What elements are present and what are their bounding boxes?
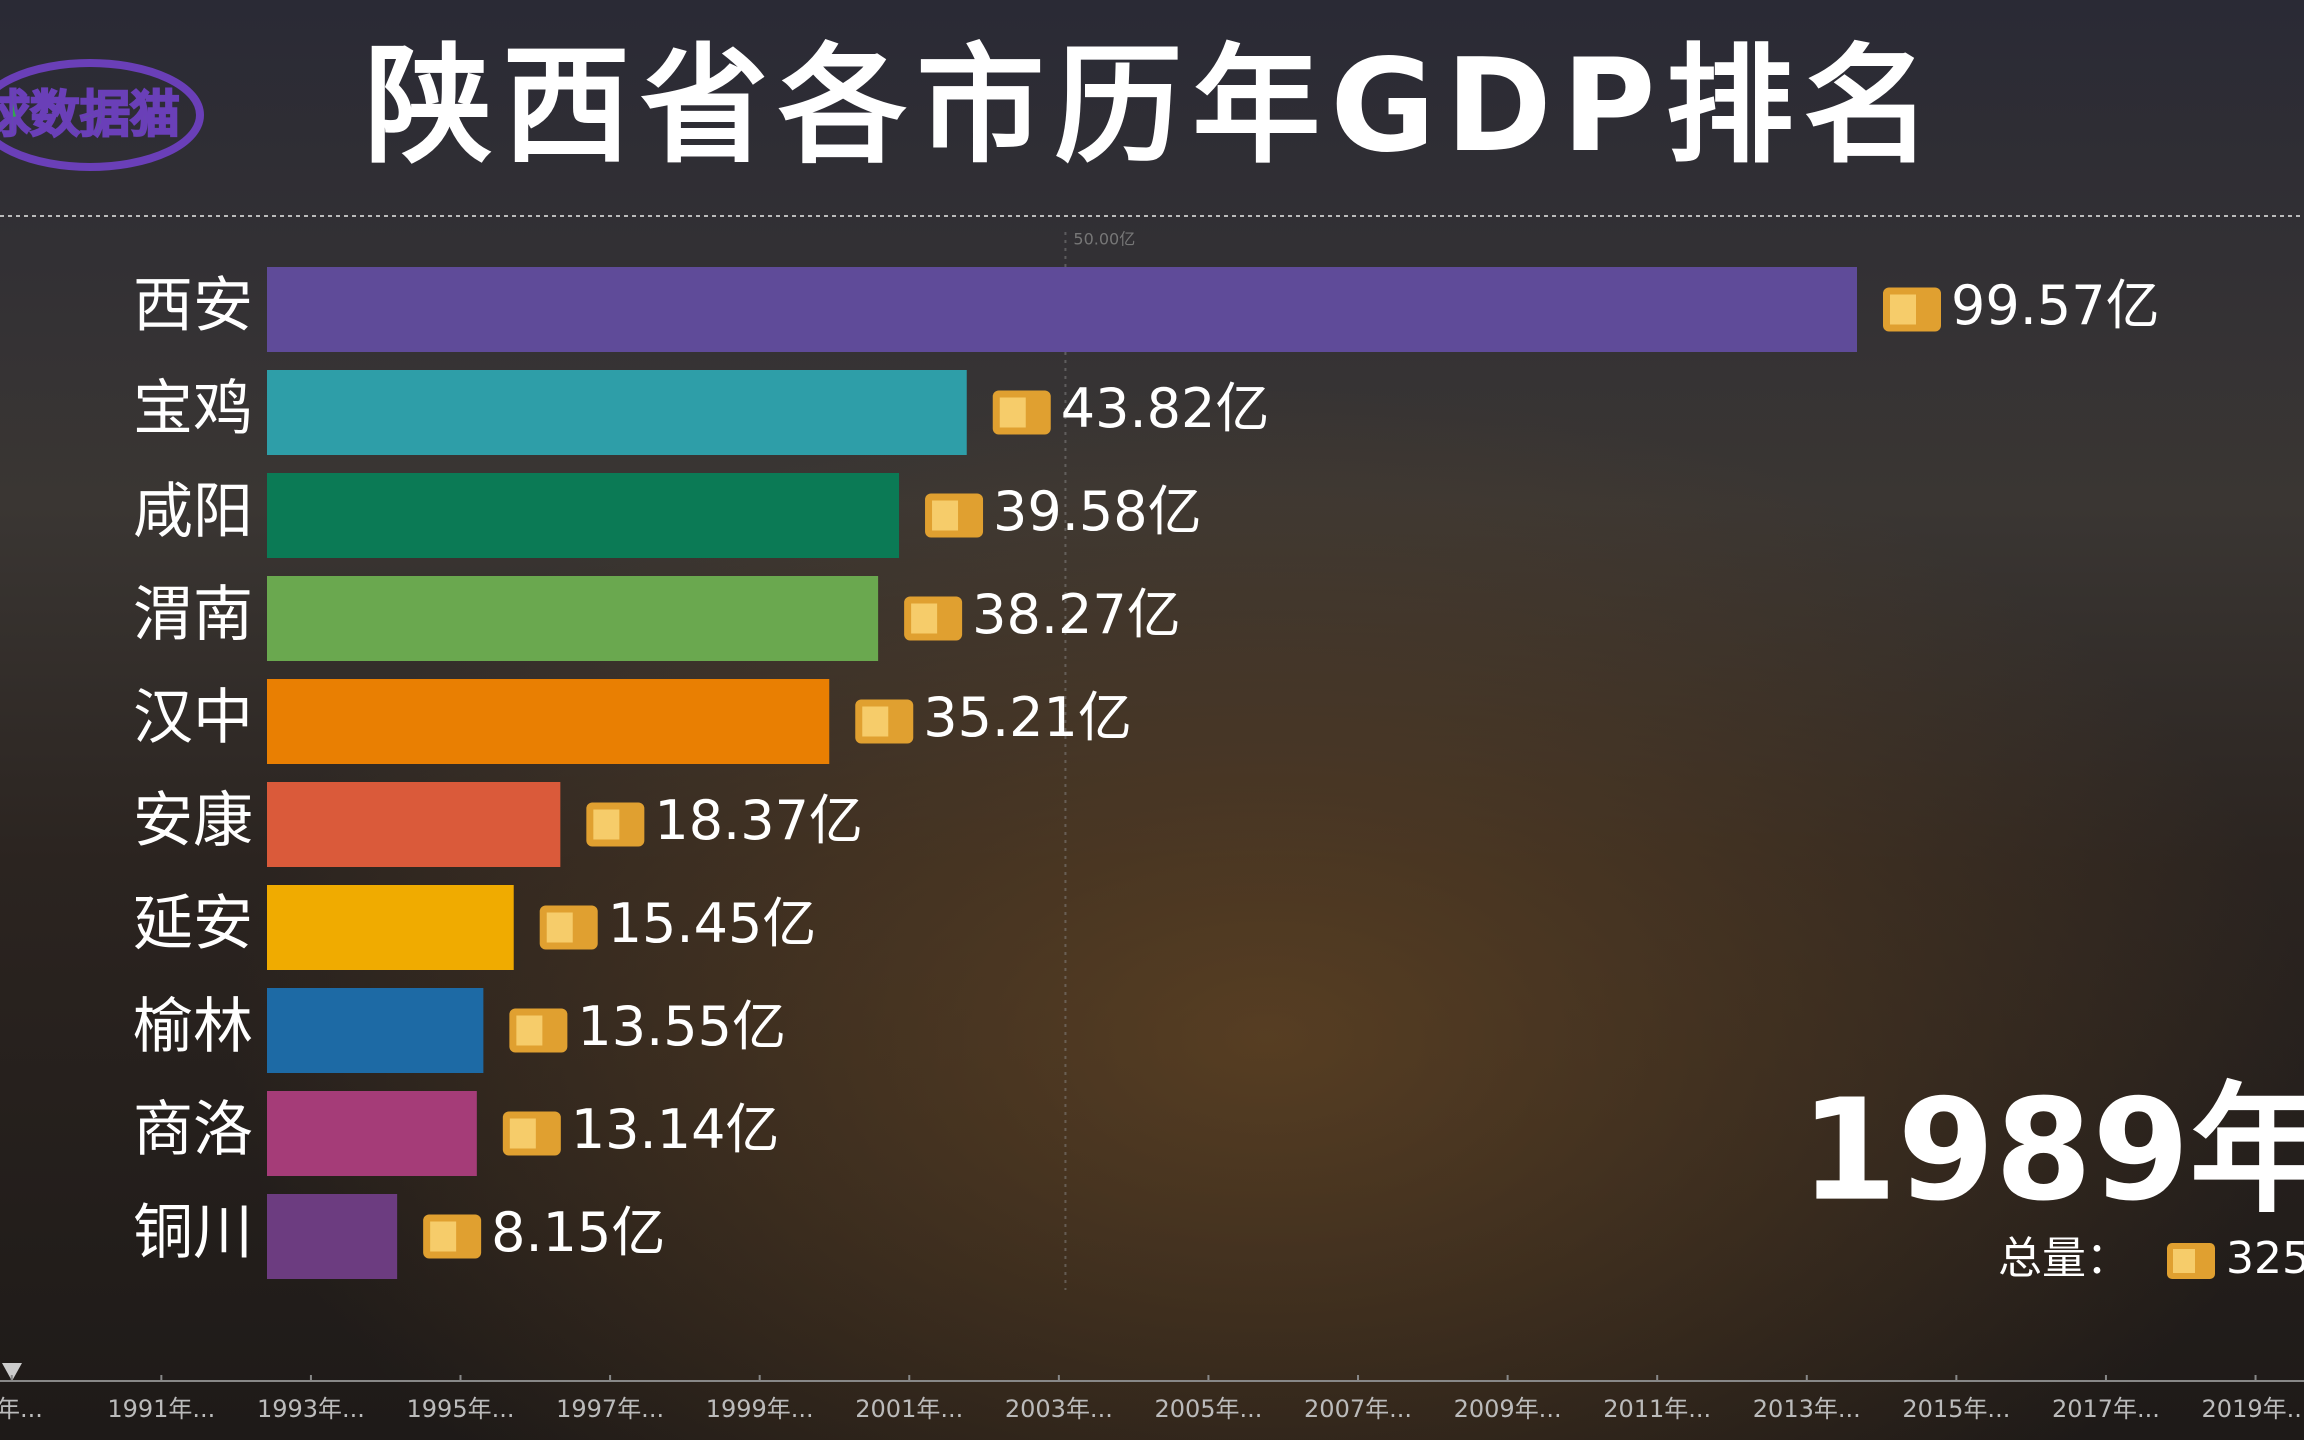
timeline-label: 1991年... (107, 1395, 215, 1423)
category-label: 延安 (133, 889, 253, 959)
money-icon (502, 1111, 561, 1156)
icon-face (1890, 294, 1916, 325)
category-label: 宝鸡 (133, 374, 253, 444)
timeline-label: 2017年... (2052, 1395, 2160, 1423)
timeline-label: 2015年... (1902, 1395, 2010, 1423)
logo: 球数据猫 (0, 86, 180, 144)
category-label: 西安 (133, 271, 253, 341)
money-icon (586, 802, 645, 847)
icon-face (430, 1221, 457, 1252)
timeline-label: 1999年... (706, 1395, 814, 1423)
icon-face (516, 1015, 543, 1046)
icon-face (593, 809, 620, 840)
bar (267, 576, 879, 661)
category-label: 榆林 (133, 992, 253, 1062)
value-label: 18.37亿 (654, 789, 863, 852)
money-icon (855, 699, 914, 744)
value-label: 8.15亿 (491, 1201, 665, 1264)
money-icon (423, 1214, 482, 1259)
value-label: 13.14亿 (571, 1098, 780, 1161)
timeline-label: 1995年... (407, 1395, 515, 1423)
bar (267, 679, 830, 764)
icon-face (999, 397, 1026, 428)
timeline-label: 2003年... (1005, 1395, 1113, 1423)
category-label: 渭南 (133, 580, 253, 650)
total-label: 总量： (1998, 1233, 2130, 1284)
value-label: 39.58亿 (993, 480, 1202, 543)
money-icon (2167, 1243, 2215, 1279)
timeline-label: 2011年... (1603, 1395, 1711, 1423)
value-label: 35.21亿 (923, 686, 1132, 749)
category-label: 咸阳 (133, 477, 253, 547)
icon-face (911, 603, 938, 634)
bar (267, 267, 1857, 352)
x-tick-label: 50.00亿 (1073, 230, 1135, 249)
timeline-label: 2009年... (1454, 1395, 1562, 1423)
timeline-label: 2007年... (1304, 1395, 1412, 1423)
category-label: 铜川 (133, 1198, 253, 1268)
bar (267, 885, 514, 970)
money-icon (1883, 287, 1941, 332)
category-label: 安康 (133, 786, 253, 856)
timeline-label: 1993年... (257, 1395, 365, 1423)
timeline-label: 2005年... (1154, 1395, 1262, 1423)
value-label: 38.27亿 (972, 583, 1181, 646)
category-label: 商洛 (133, 1095, 253, 1165)
bar (267, 1194, 398, 1279)
bar (267, 1091, 477, 1176)
icon-face (932, 500, 959, 531)
total-value: 325 (2226, 1233, 2304, 1284)
money-icon (992, 390, 1051, 435)
icon-face (509, 1118, 536, 1149)
timeline-label: 2013年... (1753, 1395, 1861, 1423)
icon-face (546, 912, 573, 943)
chart-title: 陕西省各市历年GDP排名 (364, 32, 1941, 181)
value-label: 15.45亿 (608, 892, 817, 955)
value-label: 99.57亿 (1951, 274, 2160, 337)
year: 1989年. (1800, 1070, 2304, 1233)
category-label: 汉中 (133, 683, 253, 753)
icon-face (2173, 1249, 2195, 1273)
icon-face (862, 706, 889, 737)
value-label: 13.55亿 (577, 995, 786, 1058)
timeline-label: 2019年... (2202, 1395, 2304, 1423)
timeline-label: 1997年... (556, 1395, 664, 1423)
bar (267, 473, 900, 558)
money-icon (925, 493, 984, 538)
bar (267, 370, 967, 455)
value-label: 43.82亿 (1061, 377, 1270, 440)
money-icon (904, 596, 963, 641)
timeline-label: 2001年... (855, 1395, 963, 1423)
money-icon (539, 905, 598, 950)
timeline-label: 9年... (0, 1395, 43, 1423)
bar (267, 988, 484, 1073)
logo-ring (0, 59, 204, 171)
money-icon (509, 1008, 568, 1053)
timeline-cursor (2, 1363, 22, 1381)
bar (267, 782, 561, 867)
